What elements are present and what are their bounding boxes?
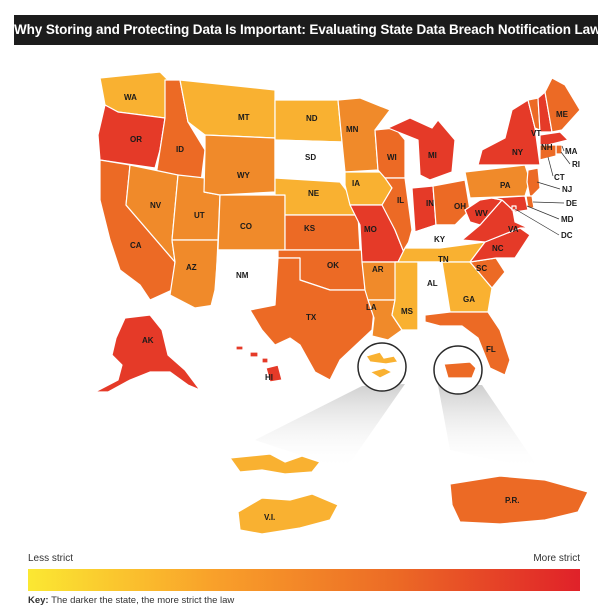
state-nm (209, 249, 279, 313)
state-ms (391, 261, 419, 331)
puerto-rico-enlarged (449, 475, 589, 525)
label-md: MD (561, 215, 574, 224)
label-ny: NY (512, 148, 524, 157)
label-sc: SC (476, 264, 487, 273)
label-oh: OH (454, 202, 466, 211)
state-sd (274, 139, 346, 183)
vi-zoom-beam (255, 384, 405, 470)
label-ma: MA (565, 147, 578, 156)
state-il (381, 177, 413, 256)
label-nm: NM (236, 271, 249, 280)
label-ga: GA (463, 295, 475, 304)
state-ma (539, 131, 569, 146)
label-mt: MT (238, 113, 250, 122)
label-ia: IA (352, 179, 360, 188)
legend-min-label: Less strict (28, 553, 74, 564)
label-ca: CA (130, 241, 142, 250)
state-ak (94, 314, 201, 393)
pr-zoom-beam (438, 385, 540, 470)
label-hi: HI (265, 373, 273, 382)
label-az: AZ (186, 263, 197, 272)
state-or (97, 104, 166, 169)
label-in: IN (426, 199, 434, 208)
label-ms: MS (401, 307, 414, 316)
state-nj (526, 167, 541, 199)
label-fl: FL (486, 345, 496, 354)
label-ut: UT (194, 211, 205, 220)
label-ct: CT (554, 173, 565, 182)
title-bar: Why Storing and Protecting Data Is Impor… (14, 15, 608, 45)
state-pa (464, 164, 531, 199)
vi-inset-small (365, 351, 399, 379)
state-az (169, 239, 219, 309)
label-ok: OK (327, 261, 339, 270)
label-ar: AR (372, 265, 384, 274)
label-pa: PA (500, 181, 511, 190)
vi-zoom-circle (357, 342, 407, 392)
label-ri: RI (572, 160, 580, 169)
label-nd: ND (306, 114, 318, 123)
state-mi (387, 117, 456, 181)
label-la: LA (366, 303, 377, 312)
label-mn: MN (346, 125, 359, 134)
legend-key: Key: The darker the state, the more stri… (28, 595, 234, 606)
state-in (411, 185, 437, 233)
label-wv: WV (475, 209, 489, 218)
label-id: ID (176, 145, 184, 154)
label-ks: KS (304, 224, 316, 233)
key-text: The darker the state, the more strict th… (51, 595, 235, 606)
state-oh (432, 179, 471, 226)
state-ky (404, 221, 471, 249)
state-mt (179, 79, 276, 139)
label-ne: NE (308, 189, 320, 198)
leader-lines (514, 145, 571, 236)
state-tx (249, 257, 376, 381)
state-wy (203, 134, 276, 196)
label-mi: MI (428, 151, 437, 160)
state-ct (539, 144, 557, 161)
state-md (491, 195, 529, 213)
label-al: AL (427, 279, 438, 288)
label-nj: NJ (562, 185, 572, 194)
label-wi: WI (387, 153, 397, 162)
label-ak: AK (142, 336, 154, 345)
label-de: DE (566, 199, 578, 208)
state-ks (284, 214, 361, 251)
state-hi (235, 345, 283, 383)
label-va: VA (508, 225, 519, 234)
label-co: CO (240, 222, 252, 231)
legend-max-label: More strict (533, 553, 580, 564)
label-nv: NV (150, 201, 162, 210)
label-wy: WY (237, 171, 251, 180)
state-me (544, 77, 581, 133)
label-nh: NH (541, 143, 553, 152)
pr-inset-small (443, 361, 477, 379)
state-fl (424, 311, 511, 376)
virgin-islands-enlarged (229, 453, 339, 535)
legend-gradient-bar (28, 569, 580, 591)
label-pr: P.R. (505, 496, 520, 505)
label-mo: MO (364, 225, 377, 234)
label-or: OR (130, 135, 142, 144)
label-tn: TN (438, 255, 449, 264)
label-vt: VT (531, 129, 541, 138)
label-nc: NC (492, 244, 504, 253)
label-tx: TX (306, 313, 317, 322)
label-dc: DC (561, 231, 573, 240)
key-prefix: Key: (28, 595, 49, 606)
label-ky: KY (434, 235, 446, 244)
label-vi: V.I. (264, 513, 275, 522)
label-me: ME (556, 110, 569, 119)
label-sd: SD (305, 153, 316, 162)
page-title: Why Storing and Protecting Data Is Impor… (14, 22, 608, 37)
label-il: IL (397, 196, 404, 205)
state-ga (441, 261, 493, 313)
state-de (525, 195, 535, 209)
label-wa: WA (124, 93, 137, 102)
